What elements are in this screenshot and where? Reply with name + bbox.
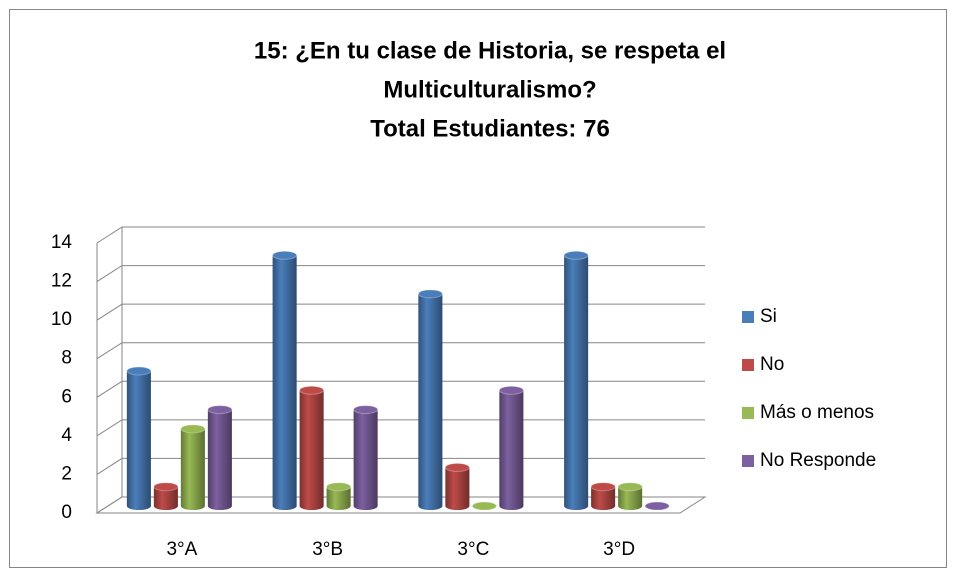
grid-line <box>96 226 705 244</box>
bar-top <box>299 385 325 395</box>
bar-shade <box>564 255 589 510</box>
bar <box>353 405 379 510</box>
bar-top <box>126 366 152 376</box>
y-tick-label: 4 <box>61 425 72 446</box>
bar-shade <box>445 467 470 510</box>
bar-shade <box>180 428 205 510</box>
bar-shade <box>418 293 443 510</box>
y-tick-label: 10 <box>51 309 72 330</box>
chart-title: Total Estudiantes: 76 <box>370 115 610 142</box>
grid-line <box>96 380 705 398</box>
bar-top <box>153 482 179 492</box>
legend-swatch <box>742 359 754 371</box>
bar-shade <box>126 371 151 510</box>
y-tick-label: 8 <box>61 348 72 369</box>
bar-shade <box>272 255 297 510</box>
y-tick-label: 6 <box>61 386 72 407</box>
bar-top <box>590 482 616 492</box>
x-tick-label: 3°A <box>166 539 197 560</box>
bar-shade <box>153 486 178 510</box>
x-tick-label: 3°B <box>312 539 343 560</box>
bar-top <box>207 405 233 415</box>
bar <box>272 250 298 510</box>
bar <box>417 289 443 510</box>
bar <box>590 482 616 510</box>
bar-shade <box>207 409 232 510</box>
bar <box>126 366 152 510</box>
bar <box>299 385 325 510</box>
bar <box>617 482 643 510</box>
bar-top <box>353 405 379 415</box>
bar <box>207 405 233 510</box>
legend-swatch <box>742 407 754 419</box>
bar-top <box>563 250 589 260</box>
bar-top <box>498 385 524 395</box>
y-tick-label: 12 <box>51 271 72 292</box>
bar <box>644 501 670 511</box>
bar-shade <box>353 409 378 510</box>
x-tick-label: 3°C <box>457 539 489 560</box>
bar <box>471 501 497 511</box>
bar-top <box>444 462 470 472</box>
bar-top <box>272 250 298 260</box>
legend-swatch <box>742 455 754 467</box>
bar <box>563 250 589 510</box>
y-tick-label: 2 <box>61 463 72 484</box>
y-tick-label: 14 <box>51 232 73 253</box>
bar <box>326 482 352 510</box>
bar-top <box>326 482 352 492</box>
bar-top <box>180 424 206 434</box>
bar <box>180 424 206 510</box>
bar-top <box>471 501 497 511</box>
y-tick-label: 0 <box>61 502 72 523</box>
bar-shade <box>499 390 524 510</box>
bar-top <box>617 482 643 492</box>
chart-title: Multiculturalismo? <box>383 76 596 103</box>
bar <box>153 482 179 510</box>
legend-swatch <box>742 311 754 323</box>
grid-line <box>96 342 705 360</box>
chart-border <box>9 9 947 568</box>
bar-shade <box>299 390 324 510</box>
bar-shade <box>326 486 351 510</box>
legend-label: No Responde <box>760 450 876 471</box>
bar <box>444 462 470 510</box>
bar-top <box>644 501 670 511</box>
legend-label: Si <box>760 306 777 327</box>
x-tick-label: 3°D <box>603 539 635 560</box>
chart-title: 15: ¿En tu clase de Historia, se respeta… <box>254 37 726 64</box>
bar-shade <box>618 486 643 510</box>
bar-shade <box>591 486 616 510</box>
legend-label: No <box>760 354 784 375</box>
bar-top <box>417 289 443 299</box>
grid-line <box>96 265 705 282</box>
bar <box>498 385 524 510</box>
legend-label: Más o menos <box>760 402 874 423</box>
grid-line <box>96 303 705 321</box>
